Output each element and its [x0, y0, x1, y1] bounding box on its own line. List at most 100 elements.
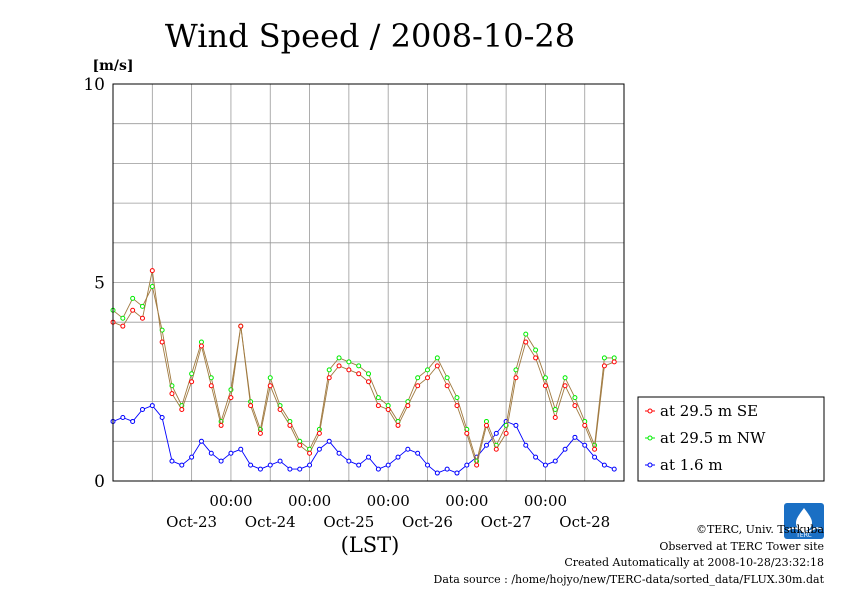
- data-point: [326, 367, 332, 373]
- data-point: [592, 446, 598, 452]
- data-point: [513, 375, 519, 381]
- x-tick-time-label: 00:00: [524, 492, 567, 510]
- data-point: [139, 407, 145, 413]
- data-point: [444, 383, 450, 389]
- legend-label: at 1.6 m: [660, 456, 723, 474]
- data-point: [434, 363, 440, 369]
- data-point: [218, 422, 224, 428]
- data-point: [267, 462, 273, 468]
- data-point: [375, 403, 381, 409]
- data-point: [464, 430, 470, 436]
- legend-item: at 29.5 m SE: [645, 402, 758, 420]
- data-point: [385, 403, 391, 409]
- data-point: [159, 339, 165, 345]
- series-1: [110, 283, 617, 464]
- data-point: [169, 391, 175, 397]
- data-point: [375, 395, 381, 401]
- data-point: [493, 430, 499, 436]
- data-point: [542, 462, 548, 468]
- data-point: [483, 422, 489, 428]
- chart-title: Wind Speed / 2008-10-28: [165, 17, 575, 55]
- data-point: [139, 315, 145, 321]
- data-point: [415, 383, 421, 389]
- data-point: [385, 407, 391, 413]
- data-point: [503, 430, 509, 436]
- x-axis-label: (LST): [341, 533, 400, 557]
- data-point: [611, 359, 617, 365]
- series-layer: [110, 268, 617, 476]
- plot-frame: [112, 83, 625, 482]
- data-point: [208, 450, 214, 456]
- data-point: [395, 422, 401, 428]
- data-point: [572, 395, 578, 401]
- data-point: [523, 339, 529, 345]
- data-point: [464, 462, 470, 468]
- data-point: [316, 446, 322, 452]
- data-point: [248, 403, 254, 409]
- y-tick-label: 5: [94, 274, 105, 294]
- data-point: [346, 458, 352, 464]
- data-point: [483, 418, 489, 424]
- data-point: [287, 466, 293, 472]
- data-point: [346, 367, 352, 373]
- data-point: [493, 446, 499, 452]
- data-point: [336, 450, 342, 456]
- data-point: [582, 422, 588, 428]
- data-point: [307, 462, 313, 468]
- data-point: [562, 383, 568, 389]
- data-point: [542, 383, 548, 389]
- data-point: [474, 462, 480, 468]
- data-point: [257, 466, 263, 472]
- data-point: [601, 355, 607, 361]
- series-line: [112, 270, 615, 467]
- legend-swatch-marker: [647, 408, 653, 414]
- data-point: [592, 454, 598, 460]
- data-point: [326, 438, 332, 444]
- data-point: [552, 407, 558, 413]
- data-point: [552, 414, 558, 420]
- data-point: [415, 375, 421, 381]
- data-point: [385, 462, 391, 468]
- data-point: [395, 454, 401, 460]
- data-point: [189, 454, 195, 460]
- data-point: [149, 283, 155, 289]
- data-point: [336, 355, 342, 361]
- data-point: [120, 414, 126, 420]
- data-point: [238, 446, 244, 452]
- series-0: [110, 268, 617, 468]
- data-point: [434, 470, 440, 476]
- data-point: [277, 407, 283, 413]
- data-point: [189, 379, 195, 385]
- data-point: [533, 355, 539, 361]
- data-point: [434, 355, 440, 361]
- x-tick-time-label: 00:00: [367, 492, 410, 510]
- y-tick-label: 0: [94, 472, 105, 492]
- data-point: [375, 466, 381, 472]
- data-point: [513, 422, 519, 428]
- data-point: [208, 383, 214, 389]
- data-point: [149, 403, 155, 409]
- data-point: [562, 375, 568, 381]
- data-point: [444, 466, 450, 472]
- data-point: [130, 418, 136, 424]
- data-point: [552, 458, 558, 464]
- x-tick-time-label: 00:00: [288, 492, 331, 510]
- data-point: [169, 458, 175, 464]
- data-point: [198, 438, 204, 444]
- data-point: [277, 458, 283, 464]
- data-point: [533, 347, 539, 353]
- axes: 0 5 10 00:00 00:00 00:00 00:00 00:00 Oct-23 Oct-2…: [83, 75, 610, 531]
- data-point: [198, 339, 204, 345]
- data-point: [611, 355, 617, 361]
- data-point: [179, 462, 185, 468]
- data-point: [139, 303, 145, 309]
- data-point: [424, 462, 430, 468]
- data-point: [611, 466, 617, 472]
- data-point: [454, 403, 460, 409]
- x-tick-date-label: Oct-26: [402, 513, 453, 531]
- terc-logo-icon: TERC: [784, 503, 824, 539]
- data-source-text: Data source : /home/hojyo/new/TERC-data/…: [433, 573, 825, 586]
- data-point: [366, 379, 372, 385]
- data-point: [542, 375, 548, 381]
